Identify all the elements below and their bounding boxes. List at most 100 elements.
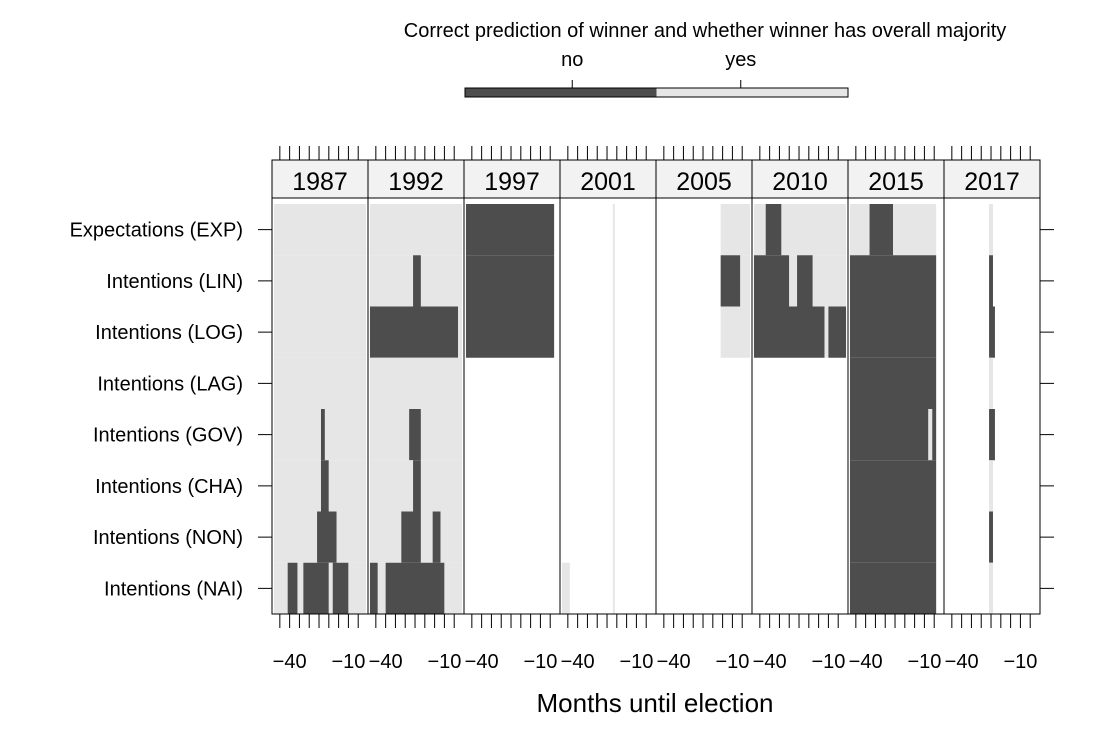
cell [612, 204, 615, 256]
cell [385, 562, 445, 614]
cell [273, 409, 321, 461]
cell [812, 255, 847, 307]
x-tick-label: −10 [427, 651, 461, 673]
y-tick-label: Intentions (NON) [93, 527, 243, 549]
colorkey-frame [464, 87, 849, 98]
cell [465, 306, 555, 358]
cell [369, 204, 463, 256]
y-tick-label: Intentions (LOG) [95, 322, 243, 344]
cell [753, 204, 766, 256]
cell [849, 255, 937, 307]
cell [273, 357, 367, 409]
cell [413, 460, 421, 512]
cell [369, 409, 410, 461]
strip-label: 2001 [580, 168, 636, 196]
cell [989, 460, 993, 512]
x-tick-label: −10 [619, 651, 653, 673]
cell [612, 511, 615, 563]
cell [849, 204, 870, 256]
strip [655, 159, 753, 199]
cell [401, 511, 421, 563]
strip [367, 159, 465, 199]
y-tick-label: Expectations (EXP) [70, 220, 243, 242]
cell [273, 306, 367, 358]
cell [317, 511, 337, 563]
cell [720, 204, 751, 256]
cell [328, 562, 333, 614]
x-tick-label: −40 [849, 651, 883, 673]
cell [409, 409, 421, 461]
x-tick-label: −40 [465, 651, 499, 673]
strip [559, 159, 657, 199]
cell [720, 306, 751, 358]
strip-label: 2017 [964, 168, 1020, 196]
cell [465, 255, 555, 307]
cell [320, 460, 329, 512]
cell [369, 255, 414, 307]
cell [849, 511, 937, 563]
cell [740, 255, 751, 307]
x-tick-label: −40 [561, 651, 595, 673]
x-tick-label: −10 [907, 651, 941, 673]
cell [828, 306, 847, 358]
strip-label: 1987 [292, 168, 348, 196]
cell [989, 357, 993, 409]
cell [465, 204, 555, 256]
cell [612, 306, 615, 358]
cell [432, 511, 441, 563]
cell [273, 562, 288, 614]
strip-label: 2015 [868, 168, 924, 196]
cell [336, 511, 367, 563]
y-tick-label: Intentions (LIN) [106, 271, 243, 293]
cell [348, 562, 367, 614]
cell [273, 511, 318, 563]
cell [420, 255, 463, 307]
colorkey-label: no [561, 49, 583, 71]
cell [797, 255, 813, 307]
cell [287, 562, 298, 614]
cell [989, 409, 995, 461]
cell [458, 306, 463, 358]
panel-frame [559, 197, 657, 615]
cell [928, 409, 933, 461]
x-tick-label: −40 [657, 651, 691, 673]
colorkey-label: yes [725, 49, 756, 71]
cell [989, 511, 993, 563]
x-axis-title: Months until election [536, 688, 773, 718]
x-tick-label: −40 [369, 651, 403, 673]
strip [943, 159, 1041, 199]
cell [369, 306, 459, 358]
cell [377, 562, 386, 614]
strip [847, 159, 945, 199]
cell [789, 255, 798, 307]
strip-label: 1992 [388, 168, 444, 196]
cell [420, 460, 463, 512]
cell [849, 357, 937, 409]
cell [273, 255, 367, 307]
x-tick-label: −10 [331, 651, 365, 673]
cell [612, 255, 615, 307]
cell [849, 409, 929, 461]
cell [824, 306, 829, 358]
cell [420, 511, 433, 563]
cell [849, 460, 937, 512]
cell [612, 357, 615, 409]
cell [849, 562, 937, 614]
cell [612, 562, 615, 614]
cell [989, 204, 993, 256]
x-tick-label: −10 [715, 651, 749, 673]
y-tick-label: Intentions (GOV) [93, 425, 243, 447]
cell [989, 562, 993, 614]
colorkey-swatch [656, 88, 848, 97]
cell [440, 511, 463, 563]
cell [273, 460, 321, 512]
strip-label: 1997 [484, 168, 540, 196]
cell [765, 204, 782, 256]
y-tick-label: Intentions (LAG) [97, 373, 243, 395]
cell [932, 409, 937, 461]
cell [303, 562, 329, 614]
cell [989, 255, 993, 307]
cell [561, 562, 570, 614]
x-tick-label: −10 [1003, 651, 1037, 673]
